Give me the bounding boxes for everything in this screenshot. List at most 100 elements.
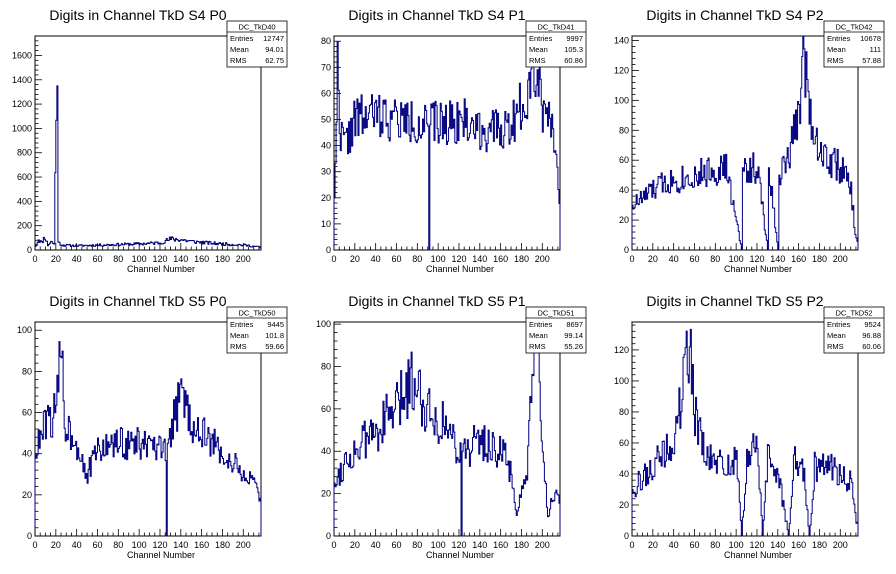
x-tick-label: 60 bbox=[92, 254, 102, 264]
stats-row-value: 101.8 bbox=[265, 331, 284, 340]
stats-histogram-name: DC_TkD50 bbox=[238, 309, 275, 318]
x-tick-label: 160 bbox=[493, 254, 508, 264]
stats-histogram-name: DC_TkD42 bbox=[835, 23, 872, 32]
y-tick-label: 200 bbox=[17, 221, 32, 231]
x-tick-label: 60 bbox=[391, 540, 401, 550]
x-tick-label: 140 bbox=[472, 540, 487, 550]
stats-row-label: Mean bbox=[230, 45, 249, 54]
y-tick-label: 60 bbox=[22, 408, 32, 418]
y-tick-label: 1600 bbox=[12, 50, 32, 60]
stats-row-value: 99.14 bbox=[564, 331, 583, 340]
x-axis-label: Channel Number bbox=[426, 550, 494, 560]
x-tick-label: 20 bbox=[51, 540, 61, 550]
x-tick-label: 0 bbox=[32, 540, 37, 550]
y-tick-label: 40 bbox=[22, 449, 32, 459]
y-tick-label: 1000 bbox=[12, 123, 32, 133]
stats-row-value: 9997 bbox=[566, 34, 583, 43]
y-tick-label: 60 bbox=[619, 155, 629, 165]
x-tick-label: 140 bbox=[472, 254, 487, 264]
y-tick-label: 100 bbox=[17, 325, 32, 335]
stats-row-label: RMS bbox=[827, 56, 844, 65]
stats-box: DC_TkD41 Entries 9997 Mean 105.3 RMS 60.86 bbox=[525, 20, 587, 68]
stats-row-value: 60.86 bbox=[564, 56, 583, 65]
x-tick-label: 80 bbox=[412, 540, 422, 550]
stats-box-frame bbox=[823, 306, 885, 354]
x-tick-label: 180 bbox=[215, 540, 230, 550]
y-tick-label: 100 bbox=[316, 319, 331, 329]
stats-row-value: 105.3 bbox=[564, 45, 583, 54]
stats-row-value: 111 bbox=[870, 45, 881, 54]
x-tick-label: 40 bbox=[669, 540, 679, 550]
x-tick-label: 200 bbox=[535, 540, 550, 550]
x-tick-label: 200 bbox=[833, 540, 848, 550]
stats-row-label: Mean bbox=[529, 331, 548, 340]
x-tick-label: 100 bbox=[431, 254, 446, 264]
y-tick-label: 140 bbox=[614, 35, 629, 45]
x-tick-label: 200 bbox=[236, 254, 251, 264]
y-tick-label: 10 bbox=[321, 219, 331, 229]
y-tick-label: 40 bbox=[619, 185, 629, 195]
x-tick-label: 80 bbox=[412, 254, 422, 264]
histogram-series bbox=[333, 41, 561, 251]
y-tick-label: 50 bbox=[321, 115, 331, 125]
stats-row-value: 60.06 bbox=[862, 342, 881, 351]
y-tick-label: 0 bbox=[624, 245, 629, 255]
x-axis-label: Channel Number bbox=[426, 264, 494, 274]
y-tick-label: 70 bbox=[321, 62, 331, 72]
stats-box-frame bbox=[226, 20, 288, 68]
y-tick-label: 0 bbox=[27, 245, 32, 255]
x-axis-label: Channel Number bbox=[724, 264, 792, 274]
plot-frame bbox=[333, 35, 561, 251]
y-tick-label: 60 bbox=[321, 88, 331, 98]
x-tick-label: 100 bbox=[729, 254, 744, 264]
x-tick-label: 0 bbox=[331, 254, 336, 264]
stats-row-label: Entries bbox=[529, 320, 553, 329]
x-tick-label: 80 bbox=[113, 254, 123, 264]
x-tick-label: 20 bbox=[350, 540, 360, 550]
x-tick-label: 120 bbox=[152, 540, 167, 550]
x-tick-label: 100 bbox=[431, 540, 446, 550]
stats-row-label: RMS bbox=[529, 56, 546, 65]
x-tick-label: 80 bbox=[710, 540, 720, 550]
stats-row-label: Entries bbox=[827, 320, 851, 329]
plot-frame bbox=[333, 321, 561, 537]
stats-row-label: RMS bbox=[827, 342, 844, 351]
x-tick-label: 160 bbox=[791, 254, 806, 264]
stats-row-value: 62.75 bbox=[265, 56, 284, 65]
stats-row-label: Entries bbox=[827, 34, 851, 43]
y-tick-label: 80 bbox=[619, 407, 629, 417]
x-tick-label: 180 bbox=[812, 540, 827, 550]
chart-title: Digits in Channel TkD S5 P2 bbox=[646, 293, 823, 309]
x-tick-label: 140 bbox=[770, 254, 785, 264]
y-tick-label: 60 bbox=[619, 438, 629, 448]
histogram-series bbox=[34, 341, 262, 537]
x-tick-label: 180 bbox=[514, 540, 529, 550]
y-tick-label: 120 bbox=[614, 65, 629, 75]
x-tick-label: 100 bbox=[132, 254, 147, 264]
x-tick-label: 200 bbox=[833, 254, 848, 264]
x-tick-label: 20 bbox=[648, 254, 658, 264]
stats-row-value: 12747 bbox=[263, 34, 284, 43]
y-tick-label: 80 bbox=[22, 366, 32, 376]
x-tick-label: 120 bbox=[451, 540, 466, 550]
stats-row-label: RMS bbox=[230, 342, 247, 351]
x-tick-label: 40 bbox=[669, 254, 679, 264]
x-tick-label: 40 bbox=[371, 540, 381, 550]
stats-row-label: Entries bbox=[230, 34, 254, 43]
x-tick-label: 0 bbox=[331, 540, 336, 550]
chart-title: Digits in Channel TkD S4 P0 bbox=[49, 7, 226, 23]
stats-row-value: 59.66 bbox=[265, 342, 284, 351]
x-tick-label: 160 bbox=[194, 254, 209, 264]
y-tick-label: 20 bbox=[321, 193, 331, 203]
y-tick-label: 400 bbox=[17, 196, 32, 206]
chart-title: Digits in Channel TkD S4 P2 bbox=[646, 7, 823, 23]
y-tick-label: 30 bbox=[321, 167, 331, 177]
y-tick-label: 600 bbox=[17, 172, 32, 182]
y-tick-label: 20 bbox=[619, 215, 629, 225]
chart-title: Digits in Channel TkD S5 P0 bbox=[49, 293, 226, 309]
y-tick-label: 80 bbox=[321, 361, 331, 371]
histogram-panel-4: Digits in Channel TkD S5 P1 0 20 40 60 80 100 1… bbox=[316, 293, 587, 560]
x-tick-label: 20 bbox=[648, 540, 658, 550]
stats-box: DC_TkD51 Entries 8697 Mean 99.14 RMS 55.26 bbox=[525, 306, 587, 354]
x-tick-label: 120 bbox=[152, 254, 167, 264]
